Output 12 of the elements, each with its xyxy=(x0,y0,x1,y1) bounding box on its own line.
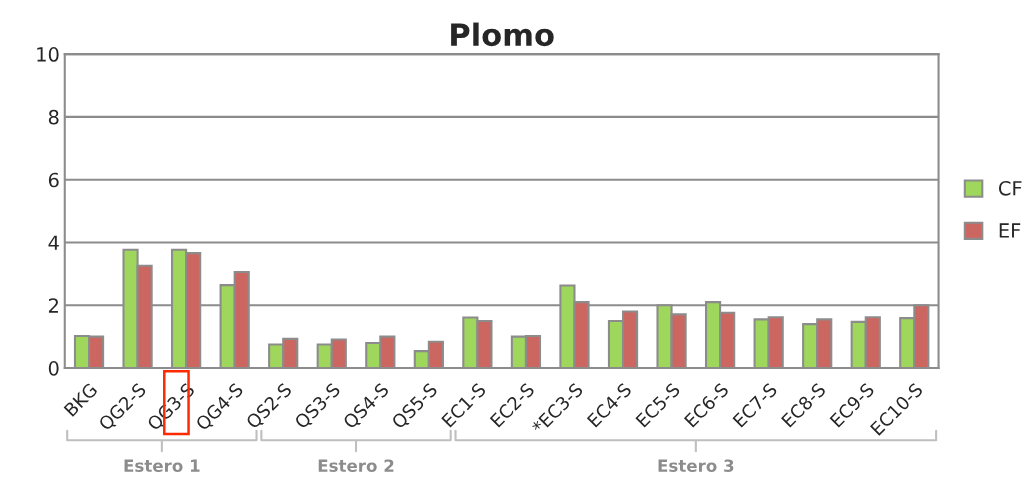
y-tick-label: 6 xyxy=(48,172,59,188)
text: Estero 1 xyxy=(124,459,200,472)
chart-title: Plomo xyxy=(451,22,554,47)
text: Estero 3 xyxy=(658,459,734,472)
y-tick-label: 10 xyxy=(37,47,59,62)
text: Estero 2 xyxy=(318,459,394,472)
y-tick-label: 8 xyxy=(48,109,59,125)
y-tick-label: 0 xyxy=(48,361,59,376)
legend-label: CF xyxy=(998,180,1022,196)
y-tick-label: 4 xyxy=(48,235,59,250)
y-tick-label: 2 xyxy=(48,298,58,313)
legend-label: EF xyxy=(999,223,1021,238)
